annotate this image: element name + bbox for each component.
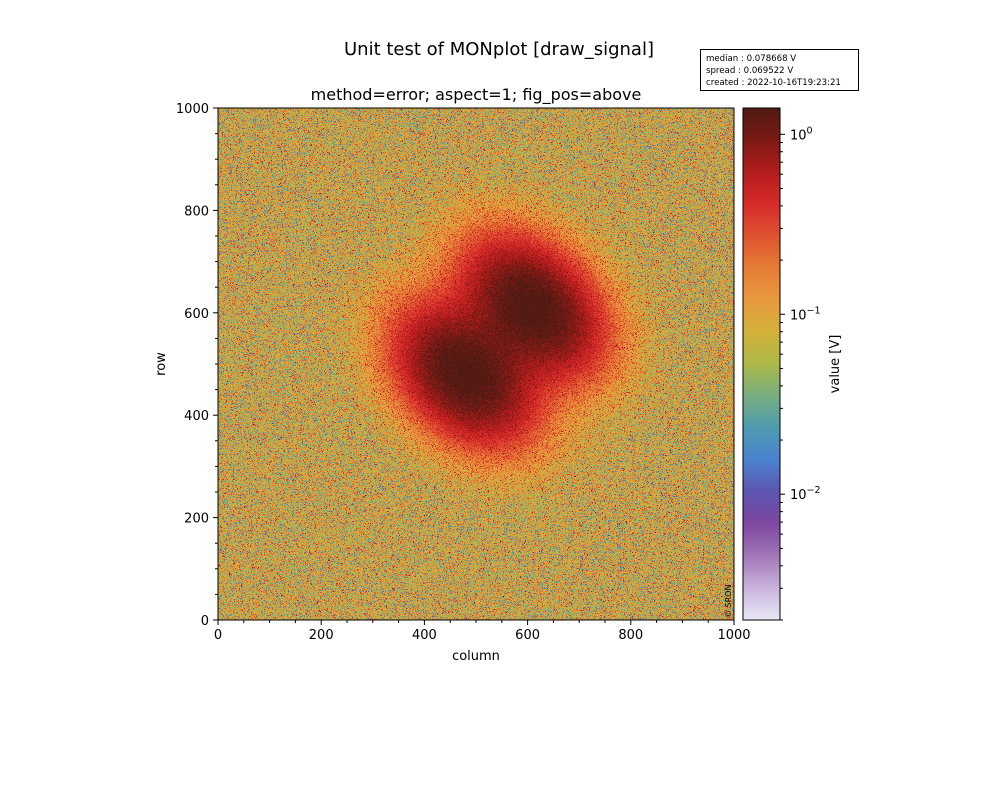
- statistics-box: median : 0.078668 V spread : 0.069522 V …: [700, 49, 859, 91]
- y-tick-label: 1000: [176, 102, 209, 117]
- y-tick-label: 200: [184, 512, 209, 527]
- y-tick-label: 400: [184, 409, 209, 424]
- colorbar: [742, 107, 781, 621]
- y-axis: 0 200 400 600 800 1000: [176, 102, 218, 629]
- x-tick-label: 600: [515, 628, 540, 643]
- median-text: median : 0.078668 V: [706, 54, 797, 64]
- colorbar-label: value [V]: [828, 335, 843, 394]
- colorbar-tick-label: 10−2: [790, 485, 821, 503]
- copyright-label: © SRON: [724, 585, 733, 618]
- colorbar-ticks: 10−2 10−1 100: [780, 125, 821, 621]
- colorbar-tick-label: 100: [790, 125, 813, 143]
- y-axis-label: row: [154, 352, 169, 376]
- figure-suptitle: Unit test of MONplot [draw_signal]: [344, 39, 654, 60]
- created-text: created : 2022-10-16T19:23:21: [706, 78, 841, 88]
- y-tick-label: 0: [201, 614, 209, 629]
- x-axis-label: column: [452, 649, 500, 664]
- x-tick-label: 1000: [717, 628, 750, 643]
- x-tick-label: 400: [412, 628, 437, 643]
- x-tick-label: 800: [618, 628, 643, 643]
- colorbar-tick-label: 10−1: [790, 305, 821, 323]
- x-tick-label: 0: [214, 628, 222, 643]
- heatmap-image: [218, 108, 734, 620]
- y-tick-label: 600: [184, 307, 209, 322]
- spread-text: spread : 0.069522 V: [706, 66, 794, 76]
- x-tick-label: 200: [309, 628, 334, 643]
- y-tick-label: 800: [184, 204, 209, 219]
- x-axis: 0 200 400 600 800 1000: [214, 620, 751, 643]
- plot-title: method=error; aspect=1; fig_pos=above: [311, 85, 642, 105]
